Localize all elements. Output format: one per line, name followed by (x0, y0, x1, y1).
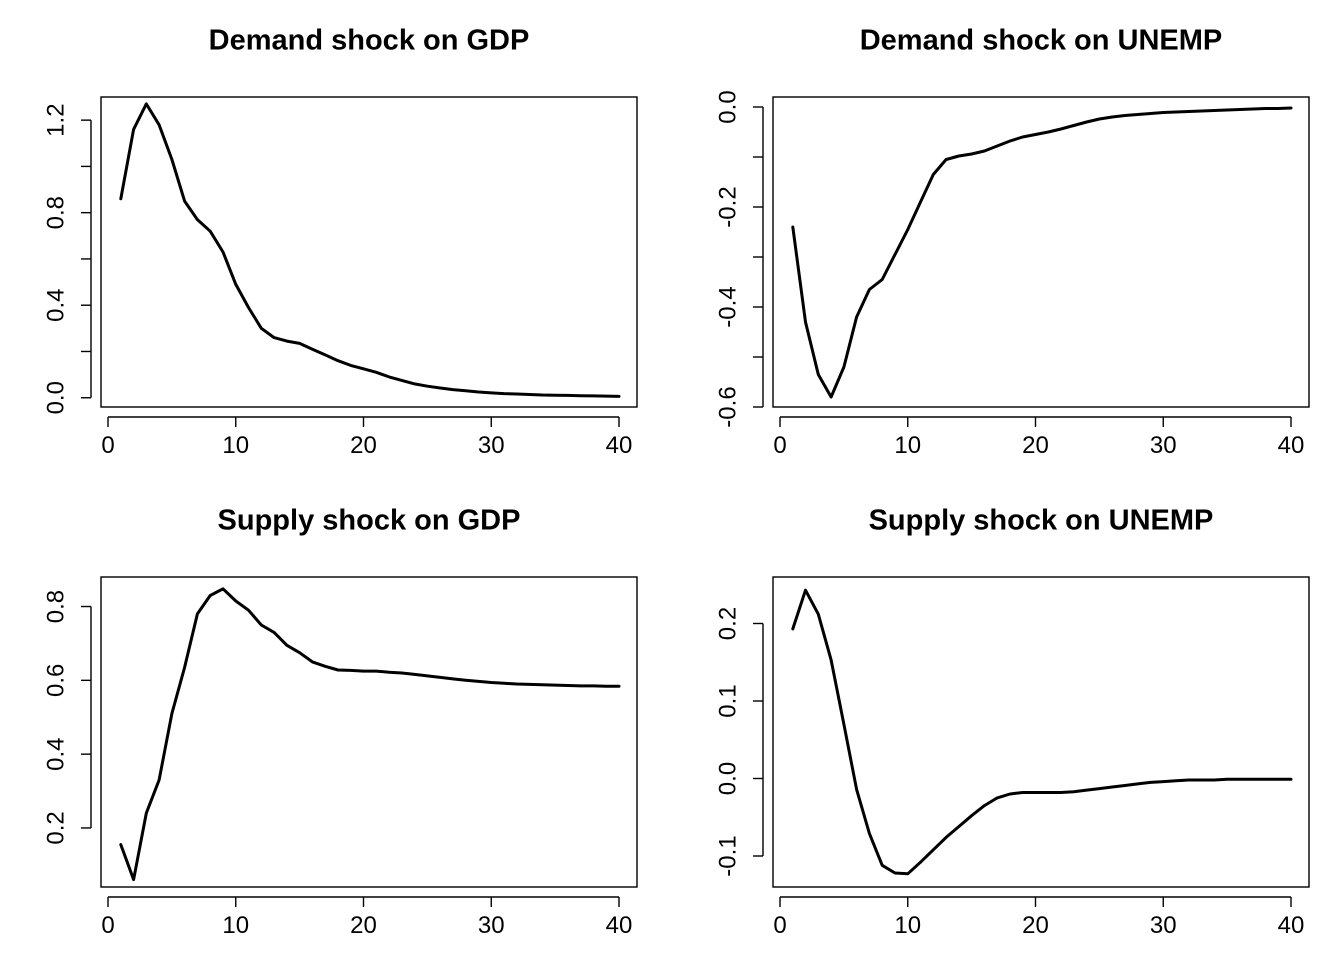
chart-title: Supply shock on GDP (218, 505, 521, 537)
y-tick-label: -0.2 (714, 186, 741, 227)
y-tick-label: 0.2 (42, 811, 69, 844)
plot-frame (100, 96, 638, 408)
x-tick-label: 0 (773, 912, 786, 939)
series-line (791, 106, 1293, 399)
y-tick-label: 0.2 (714, 607, 741, 640)
panel-demand-gdp: Demand shock on GDP 0 10 20 30 40 0.0 0.4 0.8 1.2 (42, 25, 638, 459)
x-tick-label: 30 (478, 432, 505, 459)
x-tick-label: 0 (101, 912, 114, 939)
y-tick-label: 0.8 (42, 590, 69, 623)
x-tick-label: 20 (1022, 432, 1049, 459)
x-tick-label: 10 (222, 432, 249, 459)
x-tick-label: 30 (1150, 912, 1177, 939)
x-tick-label: 20 (350, 432, 377, 459)
chart-title: Supply shock on UNEMP (869, 505, 1214, 537)
plot-frame (772, 576, 1310, 888)
series-line (791, 588, 1293, 876)
panel-supply-gdp: Supply shock on GDP 0 10 20 30 40 0.2 0.4 0.6 0.8 (42, 505, 638, 939)
x-tick-label: 0 (773, 432, 786, 459)
y-tick-label: 0.6 (42, 664, 69, 697)
y-tick-label: 0.4 (42, 737, 69, 770)
x-tick-label: 10 (222, 912, 249, 939)
y-tick-label: 0.1 (714, 684, 741, 717)
y-tick-label: -0.6 (714, 386, 741, 427)
series-line (119, 587, 621, 882)
x-tick-label: 40 (1278, 432, 1305, 459)
plot-frame (100, 576, 638, 888)
panel-supply-unemp: Supply shock on UNEMP 0 10 20 30 40 -0.1 0.0 0.1… (714, 505, 1310, 939)
y-tick-label: -0.4 (714, 286, 741, 327)
plot-frame (772, 96, 1310, 408)
y-tick-label: 0.4 (42, 289, 69, 322)
x-tick-label: 30 (478, 912, 505, 939)
y-tick-label: 0.8 (42, 196, 69, 229)
y-tick-label: 1.2 (42, 103, 69, 136)
x-tick-label: 40 (1278, 912, 1305, 939)
x-tick-label: 40 (606, 432, 633, 459)
panel-demand-unemp: Demand shock on UNEMP 0 10 20 30 40 0.0 -0.2 -0.… (714, 25, 1310, 459)
y-tick-label: -0.1 (714, 835, 741, 876)
chart-title: Demand shock on UNEMP (860, 25, 1223, 57)
x-tick-label: 0 (101, 432, 114, 459)
y-tick-label: 0.0 (42, 381, 69, 414)
x-tick-label: 20 (350, 912, 377, 939)
series-line (119, 102, 621, 398)
chart-title: Demand shock on GDP (209, 25, 530, 57)
y-tick-label: 0.0 (714, 90, 741, 123)
x-tick-label: 10 (894, 432, 921, 459)
y-tick-label: 0.0 (714, 762, 741, 795)
x-tick-label: 40 (606, 912, 633, 939)
x-tick-label: 10 (894, 912, 921, 939)
x-tick-label: 20 (1022, 912, 1049, 939)
x-tick-label: 30 (1150, 432, 1177, 459)
